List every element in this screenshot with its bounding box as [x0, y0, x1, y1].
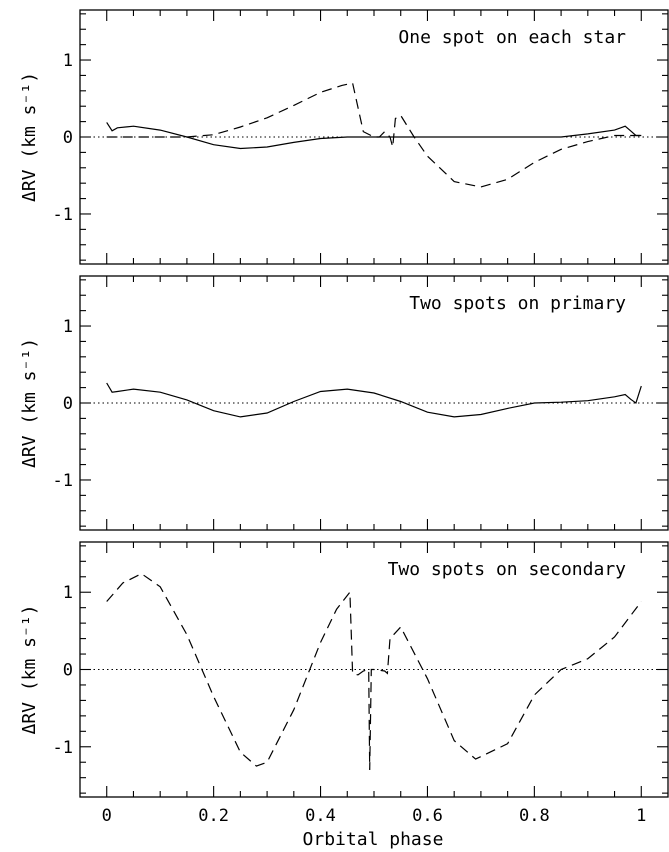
one-spot-y-tick-label: 0 — [63, 128, 73, 148]
x-tick-label: 1 — [636, 806, 646, 826]
one-spot-y-axis-label: ΔRV (km s⁻¹) — [19, 72, 40, 202]
x-tick-label: 0.6 — [412, 806, 443, 826]
x-tick-label: 0 — [102, 806, 112, 826]
two-spots-primary-series-solid-line — [106, 382, 642, 418]
one-spot-series-solid-line — [106, 122, 642, 150]
one-spot-y-tick-label: -1 — [53, 205, 73, 225]
two-spots-secondary-y-tick-label: 1 — [63, 583, 73, 603]
one-spot-y-tick-label: 1 — [63, 51, 73, 71]
panel-one-spot-each-star: -1 0 1 ΔRV (km s⁻¹) One spot on each star — [19, 9, 669, 265]
x-tick-label: 0.4 — [305, 806, 336, 826]
two-spots-primary-y-tick-label: 0 — [63, 394, 73, 414]
panel-two-spots-primary: -1 0 1 ΔRV (km s⁻¹) Two spots on primary — [19, 275, 669, 531]
one-spot-title: One spot on each star — [398, 27, 626, 48]
two-spots-secondary-y-tick-label: -1 — [53, 738, 73, 758]
two-spots-primary-title: Two spots on primary — [409, 293, 626, 314]
x-axis-label: Orbital phase — [303, 829, 444, 850]
two-spots-secondary-series-dashed-line — [106, 573, 642, 771]
two-spots-primary-y-tick-label: -1 — [53, 471, 73, 491]
two-spots-primary-y-axis-label: ΔRV (km s⁻¹) — [19, 338, 40, 468]
two-spots-secondary-y-axis-label: ΔRV (km s⁻¹) — [19, 604, 40, 734]
two-spots-primary-y-tick-label: 1 — [63, 317, 73, 337]
x-tick-label: 0.8 — [519, 806, 550, 826]
one-spot-series-dashed-line — [106, 82, 642, 188]
two-spots-secondary-y-tick-label: 0 — [63, 661, 73, 681]
panel-two-spots-secondary: 0 0.2 0.4 0.6 0.8 1 -1 0 1 ΔRV (km s⁻¹) Two spots … — [19, 541, 669, 826]
two-spots-secondary-title: Two spots on secondary — [388, 559, 627, 580]
x-tick-label: 0.2 — [198, 806, 229, 826]
